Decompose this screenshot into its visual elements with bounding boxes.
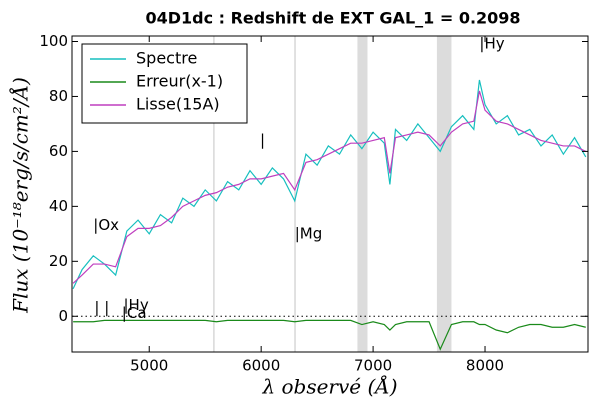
plot-frame (71, 35, 589, 353)
series-line (72, 90, 587, 284)
legend-label: Lisse(15A) (136, 95, 220, 114)
y-tick-label: 0 (58, 307, 68, 325)
annotation: |Hy (123, 296, 148, 314)
annotation: |Hy (479, 35, 504, 53)
annotation: | | (94, 299, 109, 317)
legend-box (81, 43, 248, 124)
y-tick-label: 40 (49, 197, 68, 215)
x-tick-label: 8000 (466, 357, 504, 375)
series-line (72, 79, 587, 290)
annotation: |Ox (93, 216, 119, 234)
legend-label: Erreur(x-1) (136, 72, 223, 91)
series-line (73, 319, 586, 351)
annotation: | (260, 131, 265, 149)
chart-title: 04D1dc : Redshift de EXT GAL_1 = 0.2098 (145, 9, 520, 28)
y-tick-label: 20 (49, 252, 68, 270)
annotation: |Mg (295, 224, 323, 242)
y-tick-label: 100 (39, 32, 68, 50)
x-tick-label: 5000 (130, 357, 168, 375)
y-tick-label: 60 (49, 142, 68, 160)
shaded-region (213, 36, 215, 352)
y-tick-label: 80 (49, 87, 68, 105)
shaded-region (436, 36, 452, 352)
annotation: |Ca (122, 304, 147, 322)
shaded-region (294, 36, 296, 352)
y-axis-label: Flux (10⁻¹⁸erg/s/cm²/Å) (8, 77, 33, 314)
x-axis-label: λ observé (Å) (261, 374, 397, 399)
x-tick-label: 7000 (354, 357, 392, 375)
x-tick-label: 6000 (242, 357, 280, 375)
shaded-region (357, 36, 368, 352)
plot-area (72, 36, 588, 352)
legend-label: Spectre (136, 49, 197, 68)
